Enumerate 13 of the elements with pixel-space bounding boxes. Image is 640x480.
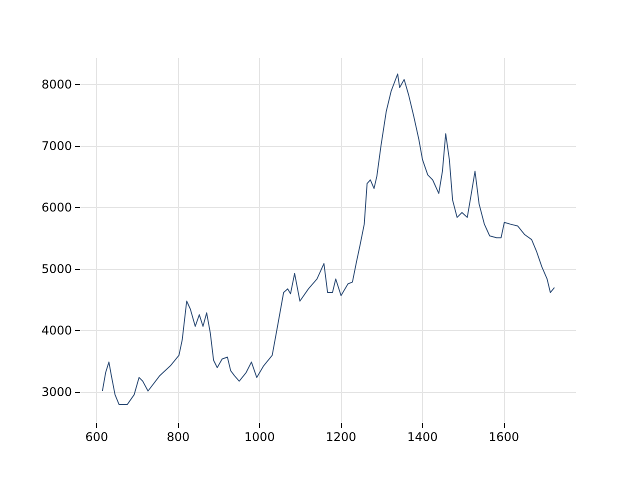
y-tick-label: 3000 bbox=[41, 385, 72, 400]
x-tick-label: 1200 bbox=[326, 430, 356, 444]
x-tick-label: 1400 bbox=[407, 430, 438, 444]
x-tick-label: 800 bbox=[166, 430, 190, 444]
y-tick-label: 4000 bbox=[41, 324, 72, 338]
y-tick-label: 6000 bbox=[41, 200, 72, 215]
line-series bbox=[102, 74, 555, 406]
y-tick-label: 8000 bbox=[41, 77, 72, 92]
y-tick-label: 7000 bbox=[41, 139, 72, 154]
y-tick-label: 5000 bbox=[41, 262, 72, 276]
x-tick-label: 1600 bbox=[488, 430, 520, 444]
x-tick-label: 600 bbox=[85, 430, 108, 444]
x-tick-label: 1000 bbox=[244, 430, 275, 444]
